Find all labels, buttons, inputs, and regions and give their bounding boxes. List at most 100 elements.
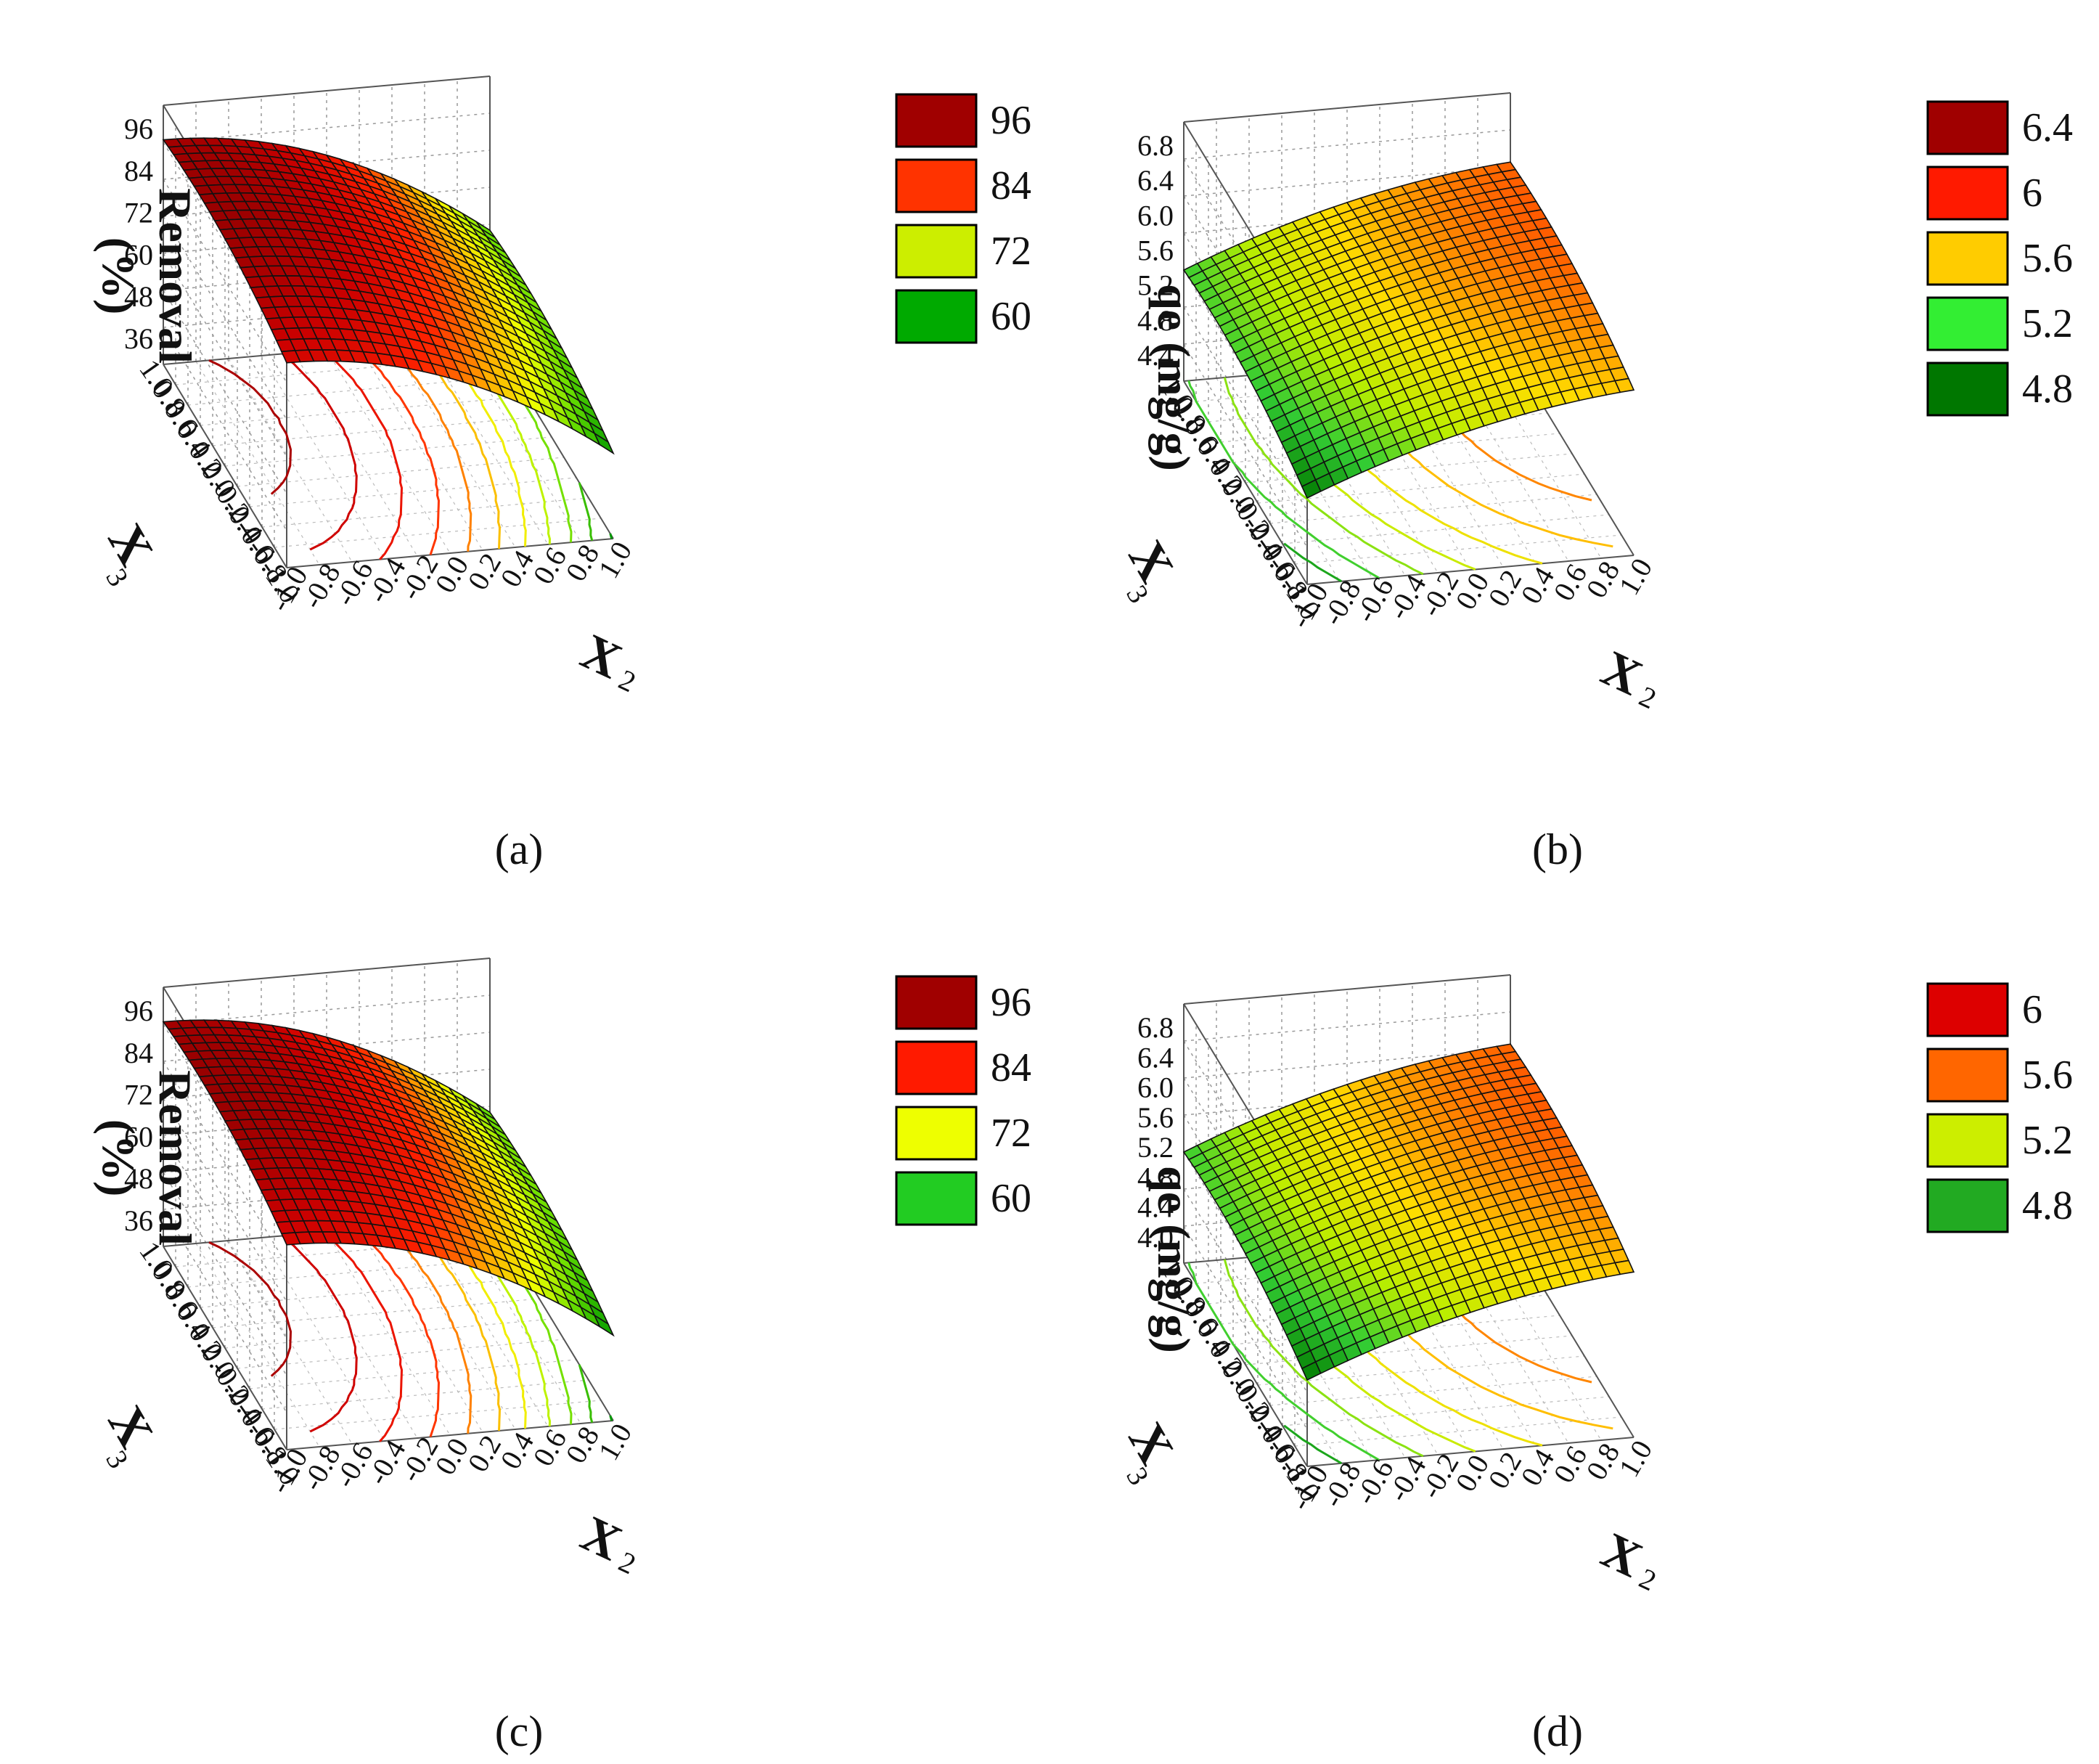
contour-line <box>386 1225 472 1434</box>
grid-line <box>1444 357 1569 562</box>
grid-line <box>163 290 287 494</box>
z-axis-ticks: 96 84 72 60 48 36 <box>124 995 153 1237</box>
z-tick-label: 6.8 <box>1137 1011 1174 1044</box>
legend-label: 60 <box>991 1176 1031 1221</box>
panel-caption: (c) <box>495 1707 544 1755</box>
panel-b-chart: 6.86.46.05.65.24.84.41.00.80.60.40.20.0-… <box>1118 92 2073 873</box>
box-edge <box>163 957 491 988</box>
grid-line <box>1346 366 1471 571</box>
z-axis-ticks: 6.86.46.05.65.24.84.44.0 <box>1137 1011 1174 1254</box>
legend-swatch <box>895 1171 978 1226</box>
grid-line <box>1183 1188 1308 1393</box>
legend-swatch <box>1926 982 2009 1037</box>
box-edge <box>163 75 491 106</box>
contour-line <box>609 1415 613 1421</box>
z-tick-label: 72 <box>124 197 153 229</box>
grid-line <box>163 216 287 420</box>
legend-swatch <box>895 224 978 279</box>
grid-line <box>1379 1245 1504 1450</box>
box-edge <box>163 1246 287 1450</box>
grid-line <box>457 1220 581 1424</box>
legend-swatch <box>1926 1113 2009 1168</box>
x2-tick-label: 1.0 <box>1612 1434 1658 1482</box>
grid-line <box>195 361 320 565</box>
grid-line <box>359 346 483 551</box>
x2-axis-ticks: -1.0-0.8-0.6-0.4-0.20.00.20.40.60.81.0 <box>1283 1434 1658 1516</box>
grid-line <box>249 477 577 507</box>
z-axis-title: qe (mg/g) <box>1148 1166 1200 1353</box>
x2-axis-ticks: -1.0-0.8-0.6-0.4-0.20.00.20.40.60.81.0 <box>263 536 638 617</box>
panel-a-chart: 9684726048361.00.80.60.40.20.0-0.2-0.4-0… <box>93 75 1031 873</box>
contour-line <box>1187 380 1380 579</box>
z-tick-label: 5.6 <box>1137 234 1174 267</box>
legend-label: 5.6 <box>2022 236 2073 281</box>
legend-label: 96 <box>991 98 1031 143</box>
grid-line <box>163 253 287 457</box>
box-edge <box>286 538 614 568</box>
legend-swatch <box>1926 1178 2009 1233</box>
contour-line <box>1187 1262 1380 1461</box>
surface-cell <box>1614 377 1635 393</box>
contour-line <box>282 1235 358 1433</box>
grid-line <box>326 349 451 554</box>
grid-line <box>326 1231 451 1436</box>
legend-label: 5.2 <box>2022 1118 2073 1163</box>
z-tick-label: 5.2 <box>1137 269 1174 302</box>
box-wireframe <box>163 957 614 1450</box>
contour-line <box>358 1228 441 1437</box>
box-edge <box>286 1420 614 1450</box>
legend: 96 84 72 60 <box>895 975 1031 1226</box>
z-axis-title-units: (%) <box>93 237 144 315</box>
grid-line <box>1477 1236 1602 1441</box>
z-tick-label: 4.8 <box>1137 1161 1174 1193</box>
grid-line <box>1412 360 1537 565</box>
contour-line <box>282 353 358 551</box>
contour-line <box>386 343 472 552</box>
legend-label: 5.2 <box>2022 301 2073 346</box>
z-tick-label: 6.8 <box>1137 129 1174 162</box>
legend-swatch <box>895 289 978 344</box>
grid-line <box>359 1228 483 1433</box>
box-edge <box>1306 555 1634 585</box>
surface-cell <box>1614 1259 1635 1275</box>
surface-cell <box>593 432 615 455</box>
legend-swatch <box>895 93 978 148</box>
legend-label: 6 <box>2022 171 2042 216</box>
x2-tick-label: 1.0 <box>592 536 638 584</box>
z-tick-label: 96 <box>124 995 153 1027</box>
z-tick-label: 48 <box>124 280 153 313</box>
legend-label: 84 <box>991 163 1031 208</box>
surface-mesh <box>1182 161 1635 499</box>
contour-line <box>208 359 292 495</box>
box-edge <box>1306 1437 1634 1467</box>
box-edge <box>1183 92 1511 123</box>
x2-axis-title-subscript: 2 <box>614 663 641 698</box>
grid-line <box>261 355 385 560</box>
z-tick-label: 84 <box>124 155 153 187</box>
legend-swatch <box>1926 231 2009 286</box>
z-axis-title: Removal <box>150 188 201 364</box>
x2-axis-ticks: -1.0-0.8-0.6-0.4-0.20.00.20.40.60.81.0 <box>263 1418 638 1499</box>
grid-line <box>424 1222 549 1427</box>
box-edge <box>163 364 287 568</box>
panel-caption: (d) <box>1532 1707 1583 1755</box>
contour-line <box>208 1241 292 1377</box>
legend-swatch <box>895 1106 978 1161</box>
grid-line <box>195 1243 320 1447</box>
grid-line <box>163 327 287 531</box>
x2-axis-title-subscript: 2 <box>1634 679 1661 715</box>
contour-line <box>578 482 594 542</box>
contour-line <box>1223 377 1424 576</box>
grid-line <box>249 1359 577 1389</box>
grid-line <box>1412 1242 1537 1447</box>
legend-swatch <box>895 1040 978 1095</box>
grid-line <box>1477 354 1602 559</box>
grid-line <box>1183 1225 1308 1430</box>
legend-swatch <box>1926 362 2009 417</box>
x2-tick-label: 1.0 <box>592 1418 638 1466</box>
legend-label: 72 <box>991 229 1031 274</box>
surface-mesh <box>162 1019 615 1337</box>
legend-swatch <box>1926 296 2009 351</box>
surface-cell <box>593 1314 615 1337</box>
